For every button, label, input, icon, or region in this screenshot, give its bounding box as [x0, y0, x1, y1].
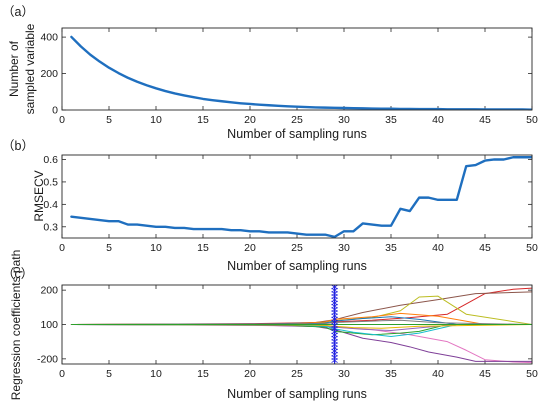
x-tick-label: 30 [338, 114, 350, 126]
y-tick-label: 0.3 [43, 221, 58, 233]
panel-a: （a） Number of sampled variable Number of … [2, 5, 538, 141]
panel-c-plot: 0 5 10 15 20 25 30 35 40 45 50 -200 100 200 [37, 284, 538, 380]
series-line-3 [70, 291, 532, 325]
x-tick-label: 25 [291, 114, 303, 126]
ylabel-line: sampled variable [23, 23, 37, 114]
series-line-7 [70, 324, 532, 338]
x-tick-label: 20 [244, 368, 256, 380]
y-tick-label: 200 [40, 68, 58, 80]
x-tick-label: 25 [291, 368, 303, 380]
x-tick-label: 0 [59, 242, 65, 254]
x-tick-label: 50 [526, 114, 538, 126]
panel-c: （c） Regression coefficients path Number … [2, 250, 538, 401]
panel-b-plot: 0 5 10 15 20 25 30 35 40 45 50 0.3 0.4 0.5 0.6 [43, 154, 538, 254]
x-tick-label: 45 [479, 368, 491, 380]
x-tick-label: 40 [432, 368, 444, 380]
x-tick-label: 45 [479, 114, 491, 126]
x-tick-label: 40 [432, 114, 444, 126]
panel-a-ylabel: Number of sampled variable [7, 23, 37, 114]
x-tick-label: 35 [385, 242, 397, 254]
y-tick-label: 0.4 [43, 199, 58, 211]
x-tick-label: 25 [291, 242, 303, 254]
series-line-6 [70, 312, 532, 325]
x-tick-label: 10 [150, 114, 162, 126]
x-tick-label: 30 [338, 368, 350, 380]
panel-b-label: （b） [2, 139, 34, 153]
x-tick-label: 5 [106, 114, 112, 126]
panel-a-xlabel: Number of sampling runs [227, 127, 367, 141]
y-tick-label: -200 [37, 353, 58, 365]
series-line-0 [70, 156, 532, 238]
series-line-0 [70, 35, 532, 110]
x-tick-label: 50 [526, 242, 538, 254]
x-tick-label: 20 [244, 114, 256, 126]
y-tick-label: 0.6 [43, 154, 58, 166]
x-tick-label: 30 [338, 242, 350, 254]
x-tick-label: 5 [106, 242, 112, 254]
ylabel-line: RMSECV [32, 170, 46, 221]
series-group [70, 287, 532, 364]
x-tick-label: 5 [106, 368, 112, 380]
selected-run-marker [331, 284, 338, 364]
panel-b-ylabel: RMSECV [32, 170, 46, 221]
y-tick-label: 400 [40, 32, 58, 44]
panel-c-label: （c） [2, 267, 33, 281]
panel-a-label: （a） [2, 5, 34, 19]
x-tick-label: 10 [150, 242, 162, 254]
x-tick-label: 0 [59, 368, 65, 380]
series-group [70, 156, 532, 238]
x-tick-label: 35 [385, 114, 397, 126]
y-tick-label: 0 [52, 105, 58, 117]
axes-frame [61, 284, 533, 365]
panel-c-ylabel: Regression coefficients path [9, 250, 23, 401]
ylabel-line: Number of [7, 40, 21, 97]
series-group [70, 35, 532, 110]
series-line-0 [70, 287, 532, 325]
x-tick-label: 20 [244, 242, 256, 254]
panel-b: （b） RMSECV Number of sampling runs 0 5 10 1… [2, 139, 538, 273]
axes-frame [61, 27, 533, 111]
x-tick-label: 15 [197, 368, 209, 380]
y-tick-label: 200 [40, 285, 58, 297]
panel-c-xlabel: Number of sampling runs [227, 387, 367, 401]
x-tick-label: 45 [479, 242, 491, 254]
x-tick-label: 50 [526, 368, 538, 380]
x-tick-label: 40 [432, 242, 444, 254]
ylabel-line: Regression coefficients path [9, 250, 23, 401]
axes-frame [61, 154, 533, 239]
panel-a-plot: 0 5 10 15 20 25 30 35 40 45 50 0 200 400 [40, 27, 538, 126]
x-tick-label: 10 [150, 368, 162, 380]
panel-b-xlabel: Number of sampling runs [227, 259, 367, 273]
x-tick-label: 15 [197, 242, 209, 254]
x-tick-label: 15 [197, 114, 209, 126]
y-tick-label: 100 [40, 319, 58, 331]
x-tick-label: 35 [385, 368, 397, 380]
series-line-2 [70, 324, 532, 362]
y-tick-label: 0.5 [43, 176, 58, 188]
x-tick-label: 0 [59, 114, 65, 126]
series-line-1 [70, 324, 532, 364]
